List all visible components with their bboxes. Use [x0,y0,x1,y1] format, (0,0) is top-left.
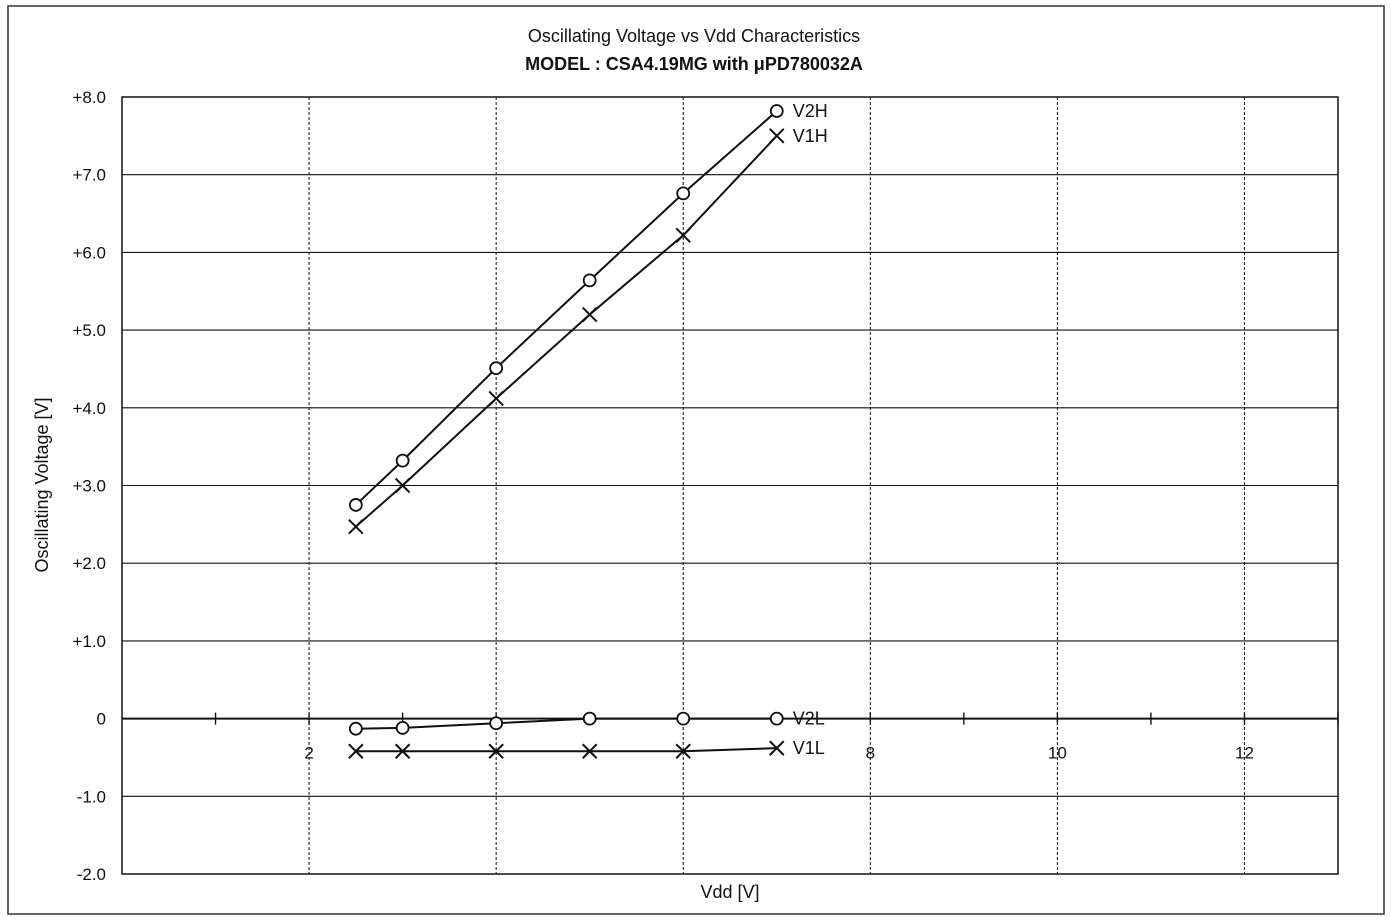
data-point [675,743,691,759]
series-line [355,717,777,730]
x-tick-label: 10 [1048,744,1067,763]
y-tick-label: +3.0 [72,477,106,496]
data-point [582,273,597,288]
x-axis-label: Vdd [V] [700,882,759,902]
data-point [394,477,411,494]
series-line [355,747,777,753]
grid-layer [121,96,1339,875]
data-point [489,361,504,376]
data-point [395,453,410,468]
y-tick-label: -2.0 [77,865,106,884]
outer-frame [7,5,1385,915]
series-label: V1H [793,126,828,146]
y-tick-label: +7.0 [72,166,106,185]
data-point [769,740,785,756]
y-tick-label: +5.0 [72,321,106,340]
data-point [348,498,363,512]
data-point [769,104,784,118]
data-point [394,743,411,759]
data-point [348,743,364,759]
data-point [676,186,691,201]
series-line [355,110,778,506]
y-axis-label: Oscillating Voltage [V] [32,397,52,572]
series-label: V2H [793,101,828,121]
data-point [582,711,597,726]
data-point [676,711,691,726]
data-point [348,721,363,736]
y-tick-label: +8.0 [72,88,106,107]
data-point [769,128,785,144]
series-v1l: V1L [348,738,825,759]
y-tick-label: +6.0 [72,243,106,262]
series-v2l: V2L [348,709,825,736]
axis-layer: +8.0 +7.0 +6.0 +5.0 +4.0 +3.0 +2.0 +1.0 0 -1.0 -2.… [72,88,1339,884]
series-layer: V2H V1H V2L V1L [348,101,828,759]
y-tick-label: +1.0 [72,632,106,651]
y-tick-label: +4.0 [72,399,106,418]
y-tick-label: +2.0 [72,554,106,573]
y-tick-label: 0 [97,710,106,729]
data-point [489,716,504,731]
series-label: V1L [793,738,825,758]
series-v1h: V1H [348,126,828,535]
data-point [769,711,784,726]
data-point [395,721,410,735]
data-point [581,306,598,323]
chart-title: Oscillating Voltage vs Vdd Characteristi… [528,26,860,46]
data-point [675,227,691,244]
chart-subtitle: MODEL : CSA4.19MG with μPD780032A [525,54,863,74]
data-point [488,743,504,759]
data-point [581,743,598,759]
y-tick-label: -1.0 [77,787,106,806]
x-tick-label: 2 [304,744,313,763]
series-v2h: V2H [348,101,828,512]
x-tick-label: 8 [866,744,875,763]
data-point [488,390,504,407]
x-tick-label: 12 [1235,744,1254,763]
series-label: V2L [793,709,825,729]
data-point [348,518,364,535]
series-line [355,135,778,528]
